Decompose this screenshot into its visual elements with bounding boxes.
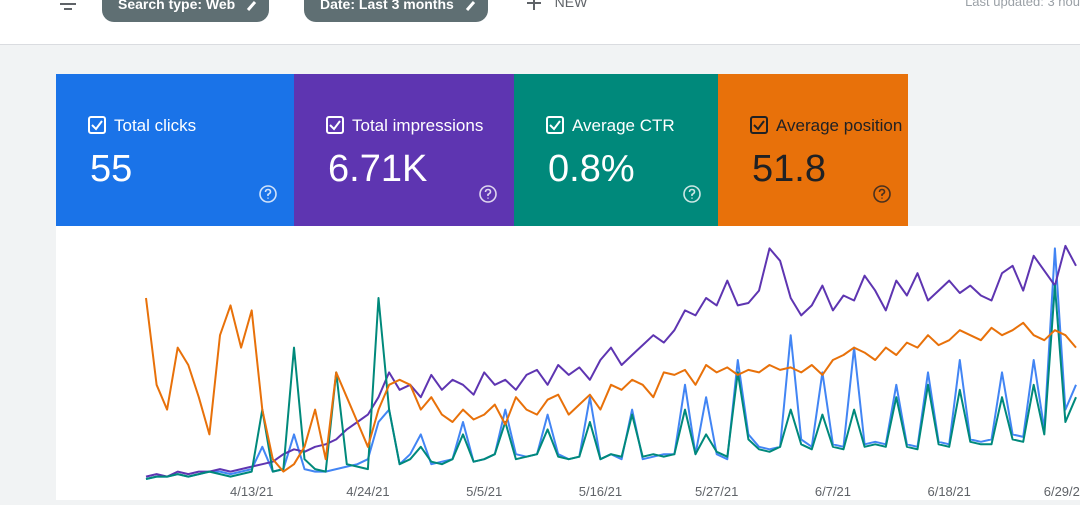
- card-label: Average CTR: [572, 116, 675, 135]
- last-updated: Last updated: 3 hou: [965, 0, 1080, 9]
- checkbox-box: [326, 116, 344, 134]
- filter-icon[interactable]: [58, 0, 78, 14]
- series-line: [145, 297, 1077, 473]
- x-tick-label: 4/13/21: [230, 484, 273, 499]
- checkbox-tick: [91, 120, 103, 131]
- metric-card[interactable]: Total impressions 6.71K: [294, 74, 514, 226]
- x-tick-label: 6/7/21: [815, 484, 851, 499]
- help-mark: [264, 188, 272, 199]
- checkbox-tick: [549, 120, 561, 131]
- chip[interactable]: Date: Last 3 months: [304, 0, 488, 22]
- metric-card[interactable]: Average position 51.8: [718, 74, 908, 226]
- checkbox: [88, 116, 106, 134]
- metric-card[interactable]: Total clicks 55: [56, 74, 294, 226]
- card-label: Total clicks: [114, 116, 197, 135]
- card-value: 55: [90, 148, 133, 190]
- x-tick-label: 6/18/21: [927, 484, 970, 499]
- help-circle: [259, 185, 277, 203]
- chevron: [465, 1, 475, 11]
- help-circle: [683, 185, 701, 203]
- x-tick-label: 5/16/21: [579, 484, 622, 499]
- help-mark: [878, 188, 886, 199]
- plus-icon: [527, 0, 541, 11]
- chart: 4/13/21 4/24/21 5/5/21 5/16/21 5/27/21 6/7/21…: [145, 244, 1080, 499]
- x-tick-label: 5/5/21: [466, 484, 502, 499]
- chip-label: Date: Last 3 months: [320, 0, 454, 12]
- chip[interactable]: Search type: Web: [102, 0, 270, 22]
- help-circle: [479, 185, 497, 203]
- chevron: [247, 1, 257, 11]
- x-tick-label: 4/24/21: [346, 484, 389, 499]
- card-value: 51.8: [752, 148, 826, 190]
- new-button[interactable]: NEW: [525, 0, 587, 12]
- help-icon[interactable]: [478, 184, 498, 204]
- metric-cards: Total clicks 55 Total impressions 6.71K Aver…: [56, 74, 908, 226]
- metric-card[interactable]: Average CTR 0.8%: [514, 74, 718, 226]
- checkbox: [750, 116, 768, 134]
- help-mark: [688, 188, 696, 199]
- help-circle: [873, 185, 891, 203]
- card-label: Average position: [776, 116, 903, 135]
- checkbox: [546, 116, 564, 134]
- help-icon[interactable]: [682, 184, 702, 204]
- chart-panel: 4/13/21 4/24/21 5/5/21 5/16/21 5/27/21 6/7/21…: [56, 226, 1080, 500]
- help-mark: [484, 188, 492, 199]
- series-line: [145, 284, 1077, 480]
- x-tick-label: 5/27/21: [695, 484, 738, 499]
- checkbox: [326, 116, 344, 134]
- help-icon[interactable]: [872, 184, 892, 204]
- checkbox-box: [546, 116, 564, 134]
- card-label: Total impressions: [352, 116, 484, 135]
- x-tick-label: 6/29/21: [1044, 484, 1080, 499]
- new-label: NEW: [554, 0, 588, 10]
- card-value: 0.8%: [548, 148, 635, 190]
- checkbox-box: [88, 116, 106, 134]
- checkbox-tick: [753, 120, 765, 131]
- checkbox-box: [750, 116, 768, 134]
- checkbox-tick: [329, 120, 341, 131]
- card-value: 6.71K: [328, 148, 428, 190]
- chip-label: Search type: Web: [118, 0, 236, 12]
- help-icon[interactable]: [258, 184, 278, 204]
- toolbar: Search type: Web Date: Last 3 months NEW…: [0, 0, 1080, 45]
